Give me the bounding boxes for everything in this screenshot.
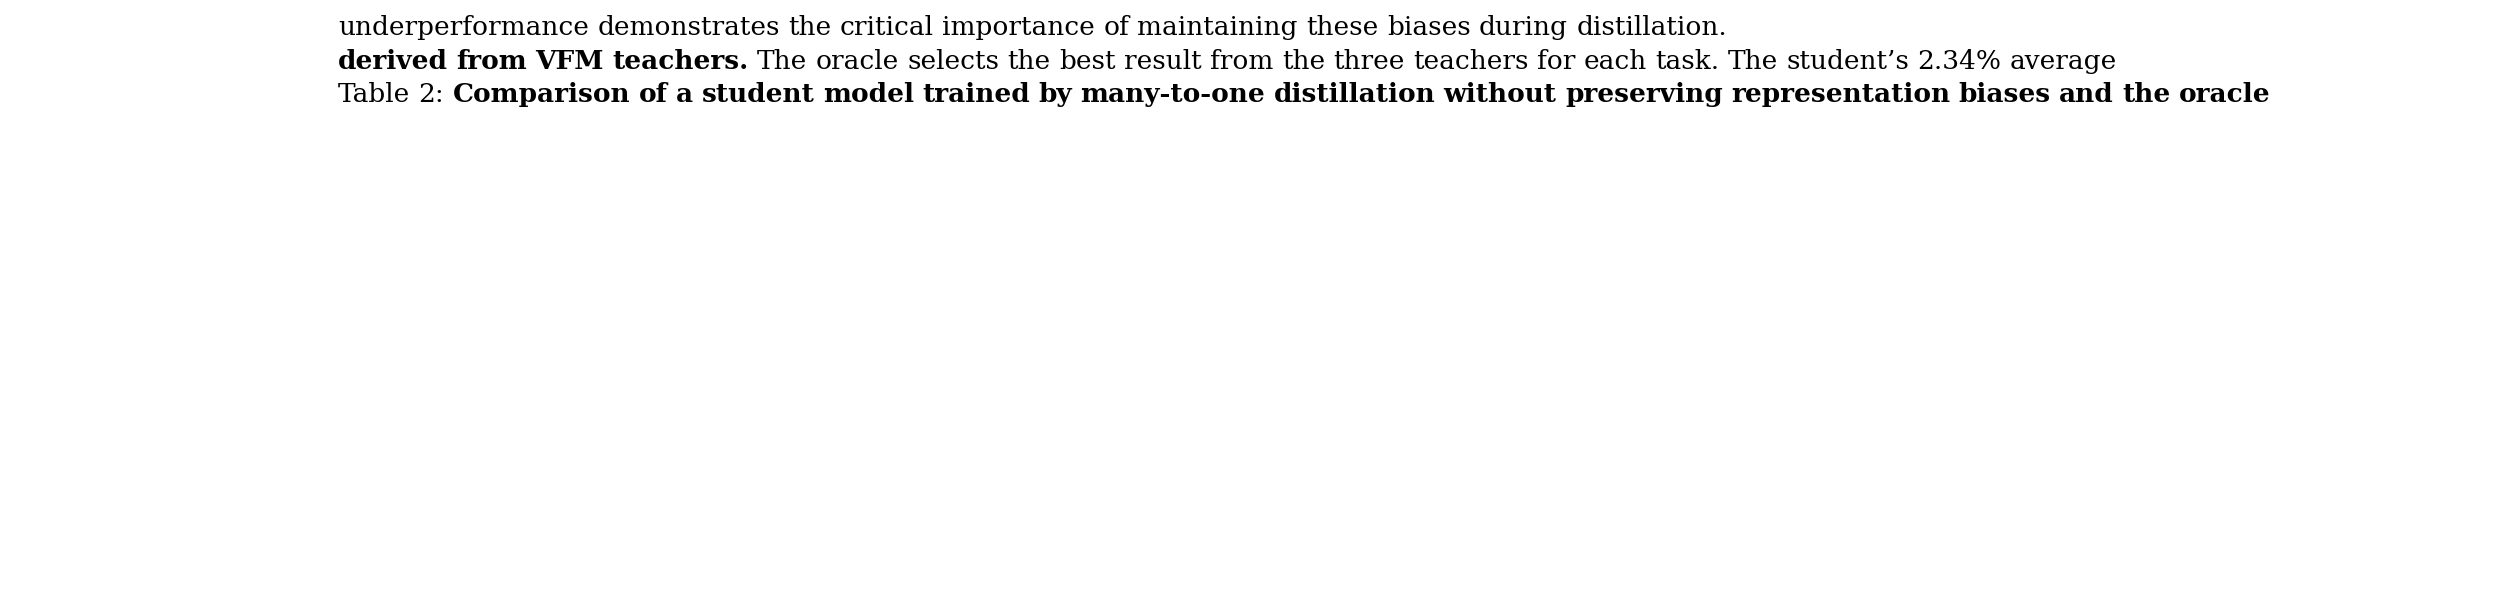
Text: trained: trained <box>921 82 1029 107</box>
Text: 2:: 2: <box>418 82 446 107</box>
Text: importance: importance <box>941 15 1095 40</box>
Text: these: these <box>1306 15 1379 40</box>
Text: the: the <box>2122 82 2170 107</box>
Text: each: each <box>1583 49 1646 73</box>
Text: 2.34%: 2.34% <box>1918 49 2001 73</box>
Text: distillation.: distillation. <box>1576 15 1727 40</box>
Text: teachers.: teachers. <box>612 49 748 73</box>
Text: task.: task. <box>1656 49 1719 73</box>
Text: by: by <box>1040 82 1072 107</box>
Text: the: the <box>788 15 831 40</box>
Text: result: result <box>1125 49 1201 73</box>
Text: average: average <box>2011 49 2117 73</box>
Text: of: of <box>639 82 667 107</box>
Text: biases: biases <box>1958 82 2051 107</box>
Text: critical: critical <box>841 15 934 40</box>
Text: from: from <box>456 49 526 73</box>
Text: VFM: VFM <box>536 49 604 73</box>
Text: oracle: oracle <box>816 49 899 73</box>
Text: The: The <box>758 49 808 73</box>
Text: the: the <box>1007 49 1050 73</box>
Text: biases: biases <box>1387 15 1470 40</box>
Text: student: student <box>702 82 816 107</box>
Text: maintaining: maintaining <box>1138 15 1299 40</box>
Text: demonstrates: demonstrates <box>597 15 780 40</box>
Text: from: from <box>1211 49 1274 73</box>
Text: of: of <box>1102 15 1130 40</box>
Text: preserving: preserving <box>1566 82 1722 107</box>
Text: for: for <box>1538 49 1576 73</box>
Text: the: the <box>1281 49 1324 73</box>
Text: distillation: distillation <box>1274 82 1435 107</box>
Text: student’s: student’s <box>1787 49 1910 73</box>
Text: without: without <box>1445 82 1556 107</box>
Text: oracle: oracle <box>2180 82 2270 107</box>
Text: derived: derived <box>337 49 448 73</box>
Text: teachers: teachers <box>1412 49 1528 73</box>
Text: model: model <box>823 82 914 107</box>
Text: The: The <box>1727 49 1777 73</box>
Text: a: a <box>677 82 692 107</box>
Text: underperformance: underperformance <box>337 15 589 40</box>
Text: many-to-one: many-to-one <box>1080 82 1266 107</box>
Text: three: three <box>1334 49 1404 73</box>
Text: Table: Table <box>337 82 410 107</box>
Text: during: during <box>1480 15 1568 40</box>
Text: selects: selects <box>906 49 999 73</box>
Text: best: best <box>1060 49 1115 73</box>
Text: representation: representation <box>1732 82 1951 107</box>
Text: and: and <box>2059 82 2114 107</box>
Text: Comparison: Comparison <box>453 82 629 107</box>
